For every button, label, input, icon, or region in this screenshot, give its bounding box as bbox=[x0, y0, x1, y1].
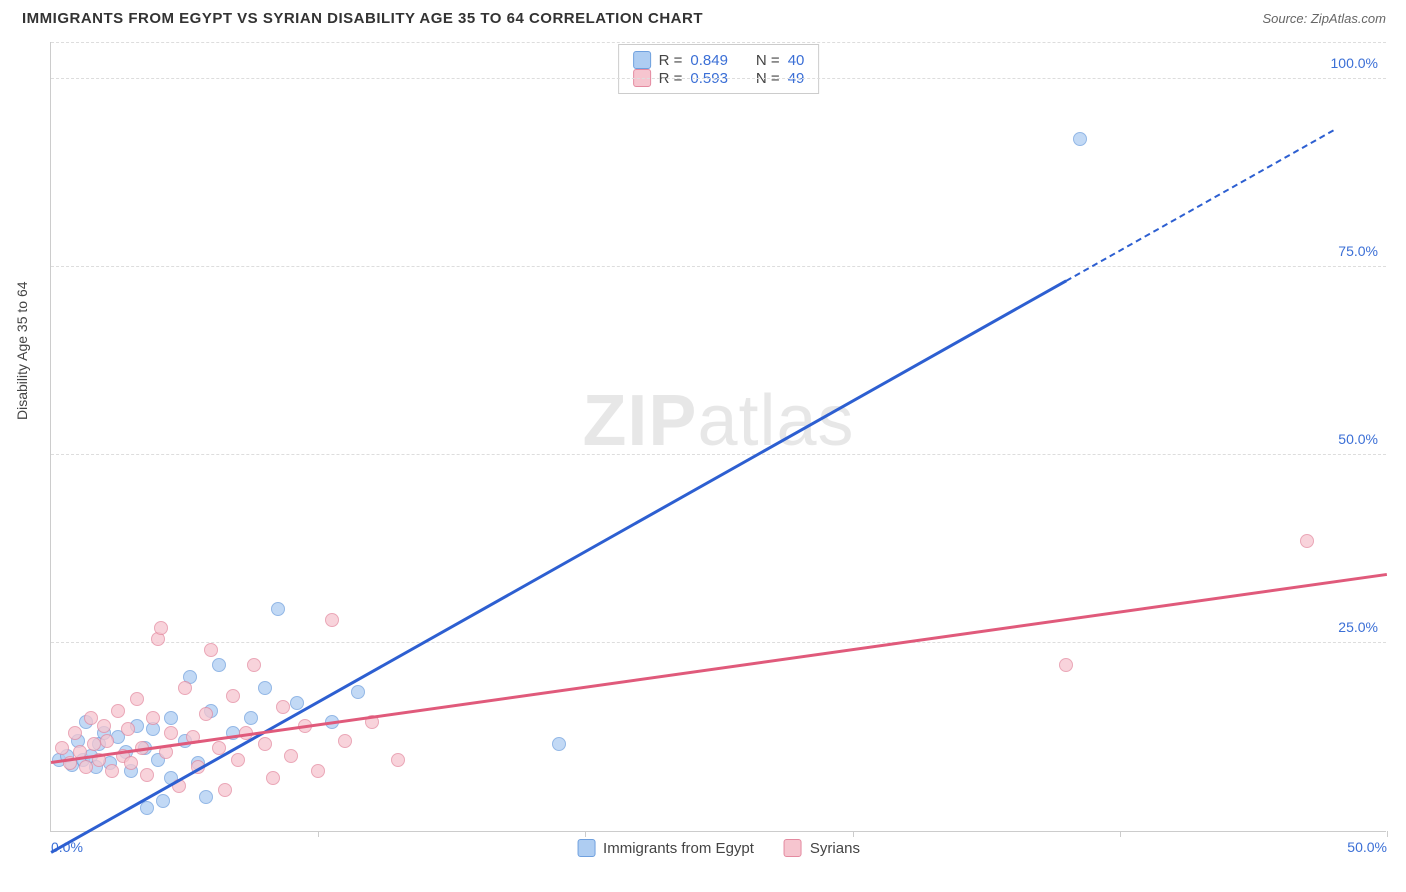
data-point bbox=[105, 764, 119, 778]
data-point bbox=[351, 685, 365, 699]
data-point bbox=[111, 704, 125, 718]
y-tick-label: 100.0% bbox=[1331, 55, 1378, 71]
y-tick-label: 50.0% bbox=[1338, 431, 1378, 447]
y-axis-label: Disability Age 35 to 64 bbox=[14, 281, 30, 420]
data-point bbox=[97, 719, 111, 733]
data-point bbox=[391, 753, 405, 767]
gridline bbox=[51, 78, 1386, 79]
correlation-stats-box: R =0.849N =40R =0.593N =49 bbox=[618, 44, 820, 94]
data-point bbox=[284, 749, 298, 763]
y-tick-label: 75.0% bbox=[1338, 243, 1378, 259]
data-point bbox=[164, 726, 178, 740]
chart-source: Source: ZipAtlas.com bbox=[1262, 11, 1386, 26]
legend-swatch bbox=[577, 839, 595, 857]
data-point bbox=[124, 756, 138, 770]
data-point bbox=[271, 602, 285, 616]
data-point bbox=[79, 760, 93, 774]
data-point bbox=[338, 734, 352, 748]
r-label: R = bbox=[659, 52, 683, 69]
data-point bbox=[130, 692, 144, 706]
legend-item: Immigrants from Egypt bbox=[577, 839, 754, 857]
data-point bbox=[266, 771, 280, 785]
data-point bbox=[226, 689, 240, 703]
trend-line-extrapolated bbox=[1066, 129, 1334, 281]
data-point bbox=[218, 783, 232, 797]
data-point bbox=[146, 711, 160, 725]
y-tick-label: 25.0% bbox=[1338, 619, 1378, 635]
data-point bbox=[140, 768, 154, 782]
legend-item: Syrians bbox=[784, 839, 860, 857]
legend-label: Syrians bbox=[810, 840, 860, 857]
data-point bbox=[140, 801, 154, 815]
data-point bbox=[1073, 132, 1087, 146]
gridline bbox=[51, 42, 1386, 43]
legend-label: Immigrants from Egypt bbox=[603, 840, 754, 857]
x-tick-mark bbox=[1120, 831, 1121, 837]
gridline bbox=[51, 642, 1386, 643]
r-value: 0.849 bbox=[690, 52, 728, 69]
trend-line bbox=[50, 279, 1067, 853]
data-point bbox=[156, 794, 170, 808]
gridline bbox=[51, 454, 1386, 455]
legend-swatch bbox=[633, 51, 651, 69]
data-point bbox=[1300, 534, 1314, 548]
data-point bbox=[87, 737, 101, 751]
gridline bbox=[51, 266, 1386, 267]
data-point bbox=[1059, 658, 1073, 672]
legend-swatch bbox=[784, 839, 802, 857]
data-point bbox=[55, 741, 69, 755]
data-point bbox=[154, 621, 168, 635]
chart-legend: Immigrants from Egypt Syrians bbox=[577, 839, 860, 857]
x-tick-mark bbox=[318, 831, 319, 837]
n-label: N = bbox=[756, 52, 780, 69]
data-point bbox=[325, 613, 339, 627]
data-point bbox=[212, 658, 226, 672]
data-point bbox=[199, 707, 213, 721]
data-point bbox=[199, 790, 213, 804]
data-point bbox=[258, 681, 272, 695]
data-point bbox=[552, 737, 566, 751]
data-point bbox=[164, 711, 178, 725]
x-tick-mark bbox=[585, 831, 586, 837]
data-point bbox=[231, 753, 245, 767]
data-point bbox=[121, 722, 135, 736]
data-point bbox=[276, 700, 290, 714]
data-point bbox=[204, 643, 218, 657]
data-point bbox=[178, 681, 192, 695]
data-point bbox=[244, 711, 258, 725]
chart-title: IMMIGRANTS FROM EGYPT VS SYRIAN DISABILI… bbox=[22, 10, 703, 27]
data-point bbox=[68, 726, 82, 740]
chart-header: IMMIGRANTS FROM EGYPT VS SYRIAN DISABILI… bbox=[0, 0, 1406, 35]
stats-row: R = 0.849 N = 40 bbox=[633, 51, 805, 69]
data-point bbox=[311, 764, 325, 778]
data-point bbox=[84, 711, 98, 725]
data-point bbox=[258, 737, 272, 751]
data-point bbox=[290, 696, 304, 710]
x-tick-label: 50.0% bbox=[1347, 839, 1387, 855]
scatter-chart: ZIPatlas R =0.849N =40R =0.593N =49 Immi… bbox=[50, 42, 1386, 832]
data-point bbox=[247, 658, 261, 672]
x-tick-mark bbox=[1387, 831, 1388, 837]
data-point bbox=[100, 734, 114, 748]
n-value: 40 bbox=[788, 52, 805, 69]
x-tick-mark bbox=[853, 831, 854, 837]
